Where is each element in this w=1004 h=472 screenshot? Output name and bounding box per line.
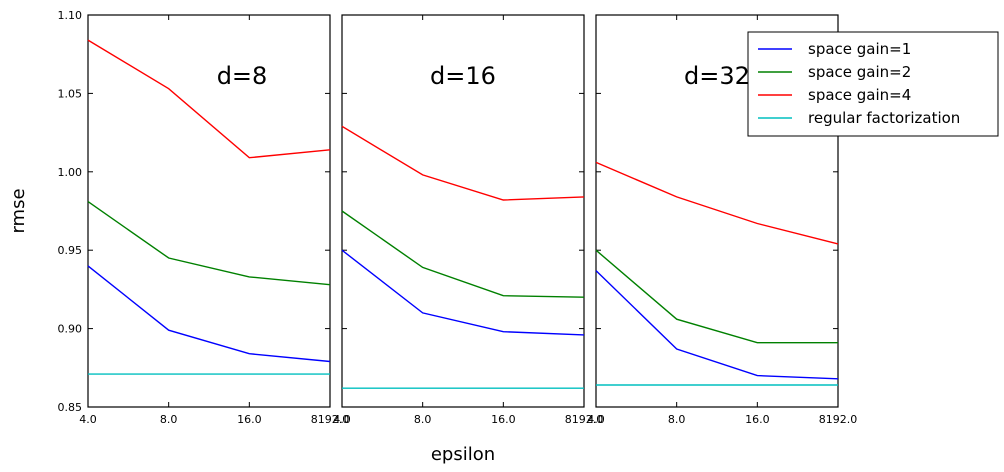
- x-tick-label: 8.0: [668, 413, 686, 426]
- y-axis-label: rmse: [8, 188, 29, 233]
- x-tick-label: 16.0: [745, 413, 770, 426]
- series-line-space-gain-1: [341, 249, 585, 336]
- x-tick-label: 8.0: [414, 413, 432, 426]
- panel-title: d=32: [684, 62, 750, 90]
- panel-2: 4.0 8.0 16.0 8192.0 d=16: [333, 14, 604, 426]
- series-line-space-gain-2: [87, 201, 331, 286]
- y-tick-label: 1.10: [58, 9, 83, 22]
- series-line-space-gain-1: [595, 270, 839, 380]
- panel-title: d=8: [217, 62, 268, 90]
- y-tick-label: 0.95: [58, 244, 83, 257]
- series-line-space-gain-2: [595, 249, 838, 344]
- panels-group: 0.85 0.90 0.95 1.00 1.05 1.10 4.0 8.0 16.0 8192.0…: [58, 9, 858, 426]
- x-tick-label: 4.0: [79, 413, 97, 426]
- x-tick-label: 8192.0: [311, 413, 350, 426]
- series-line-space-gain-4: [595, 161, 839, 245]
- panel-1: 0.85 0.90 0.95 1.00 1.05 1.10 4.0 8.0 16.0 8192.0…: [58, 9, 350, 426]
- panel-frame: [87, 14, 331, 408]
- series-line-space-gain-4: [341, 125, 585, 201]
- legend-entry: space gain=1: [808, 40, 911, 58]
- panel-3: 4.0 8.0 16.0 8192.0 d=32: [587, 14, 858, 426]
- y-tick-label: 1.00: [58, 166, 83, 179]
- x-tick-label: 8192.0: [565, 413, 604, 426]
- legend: space gain=1 space gain=2 space gain=4 regu…: [747, 31, 999, 137]
- panel-title: d=16: [430, 62, 496, 90]
- x-axis-label: epsilon: [431, 444, 495, 465]
- x-tick-label: 4.0: [333, 413, 351, 426]
- series-line-space-gain-1: [87, 265, 331, 363]
- y-tick-label: 1.05: [58, 87, 83, 100]
- x-tick-label: 8.0: [160, 413, 178, 426]
- legend-entry: regular factorization: [808, 109, 960, 127]
- x-tick-label: 8192.0: [819, 413, 858, 426]
- panel-frame: [595, 14, 839, 408]
- legend-entry: space gain=4: [808, 86, 911, 104]
- x-tick-label: 16.0: [491, 413, 516, 426]
- series-line-space-gain-2: [341, 210, 585, 298]
- y-tick-label: 0.85: [58, 401, 83, 414]
- y-tick-label: 0.90: [58, 323, 83, 336]
- x-tick-label: 4.0: [587, 413, 605, 426]
- legend-entry: space gain=2: [808, 63, 911, 81]
- series-line-space-gain-4: [87, 39, 331, 159]
- x-tick-label: 16.0: [237, 413, 262, 426]
